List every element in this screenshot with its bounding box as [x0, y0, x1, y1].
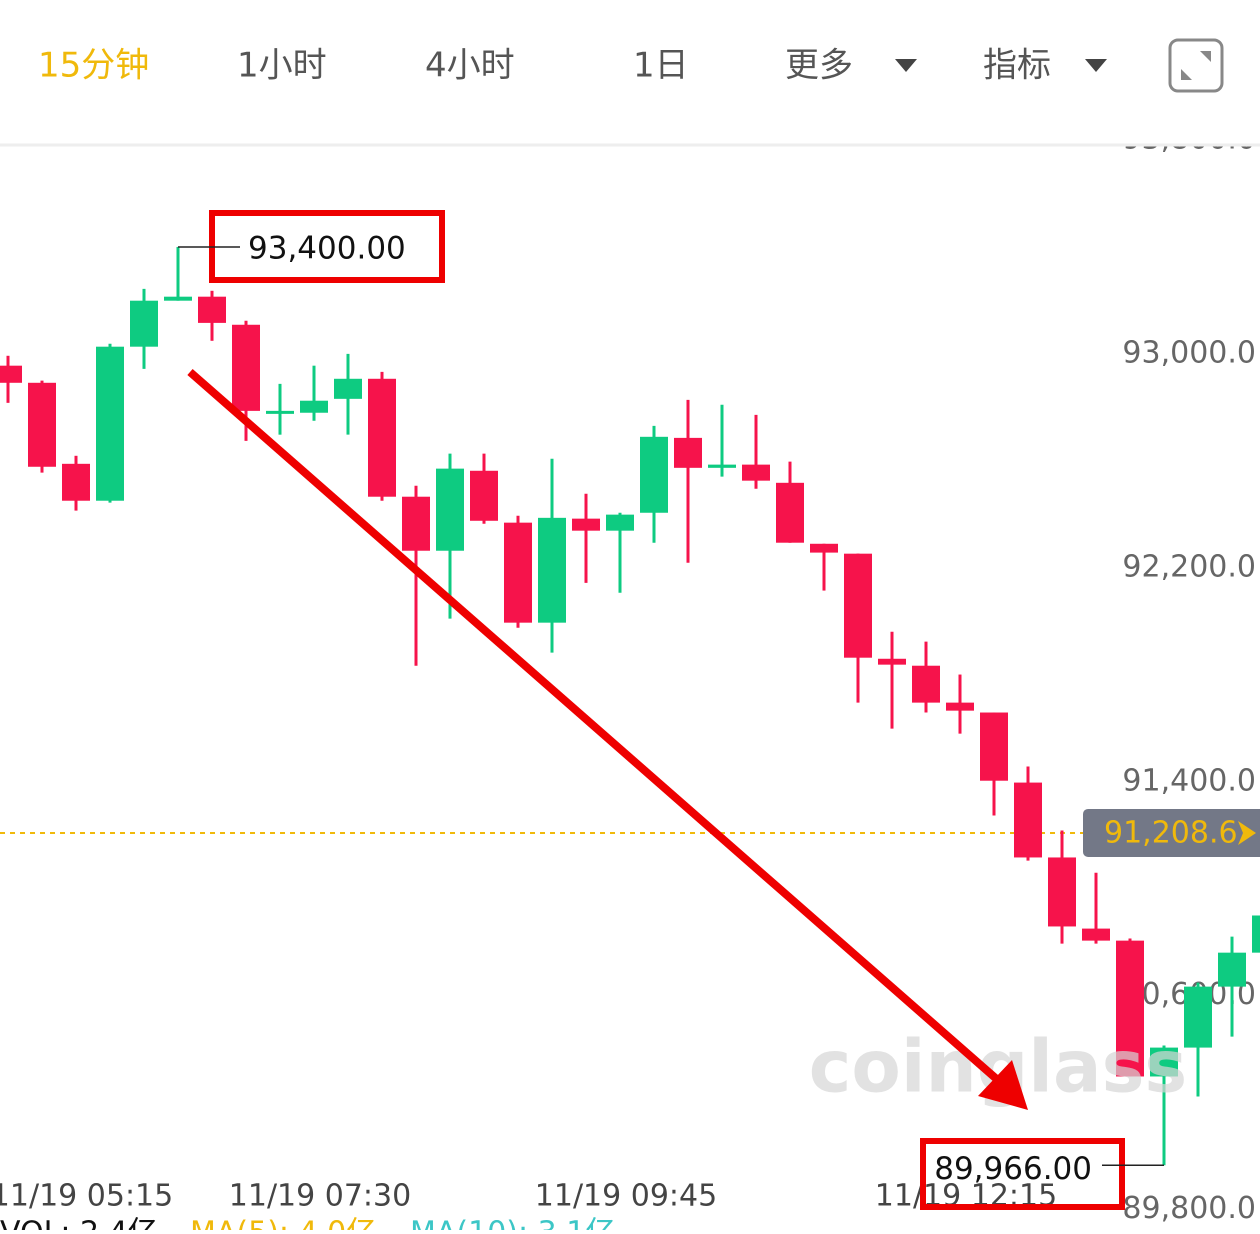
footer-indicator: MA(10): 3.1亿: [410, 1216, 615, 1231]
trend-arrow: [187, 368, 1003, 1086]
candle-body: [28, 382, 56, 467]
y-tick-label: 91,400.0: [1122, 763, 1256, 798]
candle-body: [198, 296, 226, 323]
tab-active[interactable]: 15分钟: [38, 46, 149, 86]
candle-body: [266, 410, 294, 414]
dropdown-caret: [895, 59, 917, 72]
tab[interactable]: 1日: [633, 46, 689, 86]
candle-body: [368, 378, 396, 497]
candle-body: [878, 658, 906, 665]
candle-body: [742, 464, 770, 481]
tab[interactable]: 4小时: [425, 46, 515, 86]
fullscreen-icon: [1181, 51, 1211, 80]
y-tick-label: 92,200.0: [1122, 549, 1256, 584]
candle-body: [334, 378, 362, 399]
candle-body: [1150, 1047, 1178, 1077]
candle-body: [1014, 782, 1042, 858]
candle-body: [776, 482, 804, 543]
candle-body: [436, 468, 464, 551]
price-badge-label: 91,208.6: [1104, 815, 1238, 850]
tab[interactable]: 1小时: [237, 46, 327, 86]
candle-body: [504, 522, 532, 623]
dropdown-caret: [1085, 59, 1107, 72]
fullscreen-button[interactable]: [1168, 38, 1224, 93]
price-badge: [1083, 808, 1260, 857]
candle-body: [130, 300, 158, 347]
footer-indicator: VOL: 2.4亿: [0, 1216, 158, 1231]
candle-body: [980, 712, 1008, 781]
candle-body: [402, 496, 430, 551]
footer-indicator: MA(5): 4.0亿: [190, 1216, 376, 1231]
candle-body: [0, 365, 22, 383]
candle-body: [640, 436, 668, 513]
candle-body: [674, 437, 702, 468]
tab-dropdown[interactable]: 指标: [983, 46, 1051, 86]
plot-area: 89,800.090,600.091,400.092,200.093,000.0…: [0, 121, 1260, 1226]
x-tick-label: 11/19 09:45: [535, 1179, 717, 1214]
candle-body: [470, 470, 498, 521]
candle-body: [164, 296, 192, 301]
price-badge-arrow: [1238, 820, 1256, 845]
candle-body: [572, 518, 600, 531]
y-tick-label: 89,800.0: [1122, 1191, 1256, 1226]
y-tick-label: 93,000.0: [1122, 335, 1256, 370]
highlight-box: [920, 1138, 1125, 1210]
candle-body: [1082, 928, 1110, 941]
candle-body: [946, 702, 974, 711]
x-tick-label: 11/19 05:15: [0, 1179, 173, 1214]
candle-body: [844, 553, 872, 658]
candle-body: [300, 400, 328, 413]
candle-body: [1252, 915, 1260, 953]
candle-body: [912, 665, 940, 703]
high-label: 93,400.00: [248, 230, 406, 266]
candle-body: [62, 463, 90, 501]
candle-body: [1116, 940, 1144, 1077]
low-label: 89,966.00: [934, 1151, 1092, 1187]
candle-body: [810, 543, 838, 553]
fullscreen-frame: [1168, 38, 1224, 93]
arrow-head: [978, 1060, 1028, 1110]
x-tick-label: 11/19 07:30: [229, 1179, 411, 1214]
candle-body: [708, 464, 736, 468]
tab-dropdown[interactable]: 更多: [785, 46, 853, 86]
candle-body: [96, 346, 124, 501]
candle-body: [232, 324, 260, 411]
header: [0, 0, 1260, 144]
candle-body: [1184, 986, 1212, 1048]
candle-body: [606, 514, 634, 531]
candle-body: [538, 517, 566, 623]
candle-body: [1048, 857, 1076, 927]
candle-body: [1218, 952, 1246, 987]
